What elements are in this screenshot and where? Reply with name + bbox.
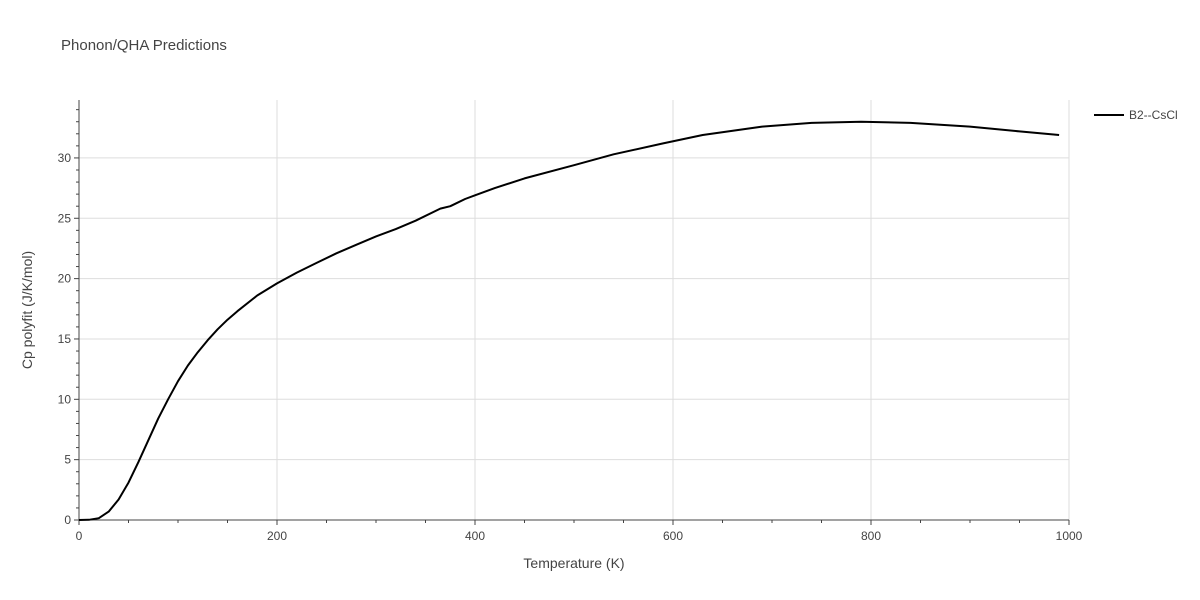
chart-title: Phonon/QHA Predictions <box>61 37 227 54</box>
x-tick-label: 1000 <box>1056 529 1083 543</box>
grid <box>79 100 1070 520</box>
x-tick-label: 200 <box>267 529 287 543</box>
x-axis-title: Temperature (K) <box>523 555 624 571</box>
y-tick-label: 30 <box>58 151 72 165</box>
y-tick-label: 0 <box>64 513 71 527</box>
axes: 0 200 400 600 800 1000 0 5 10 15 20 25 30 <box>58 100 1083 543</box>
y-tick-label: 20 <box>58 272 72 286</box>
x-tick-label: 0 <box>76 529 83 543</box>
legend[interactable]: B2--CsCl <box>1094 108 1178 122</box>
x-tick-label: 600 <box>663 529 683 543</box>
y-axis-title: Cp polyfit (J/K/mol) <box>19 251 35 369</box>
legend-label: B2--CsCl <box>1129 108 1178 122</box>
series-line <box>78 120 1060 521</box>
x-tick-label: 800 <box>861 529 881 543</box>
x-tick-label: 400 <box>465 529 485 543</box>
y-tick-label: 25 <box>58 211 72 225</box>
y-tick-label: 10 <box>58 392 72 406</box>
plot-area <box>78 120 1060 521</box>
y-tick-label: 5 <box>64 453 71 467</box>
y-tick-label: 15 <box>58 332 72 346</box>
